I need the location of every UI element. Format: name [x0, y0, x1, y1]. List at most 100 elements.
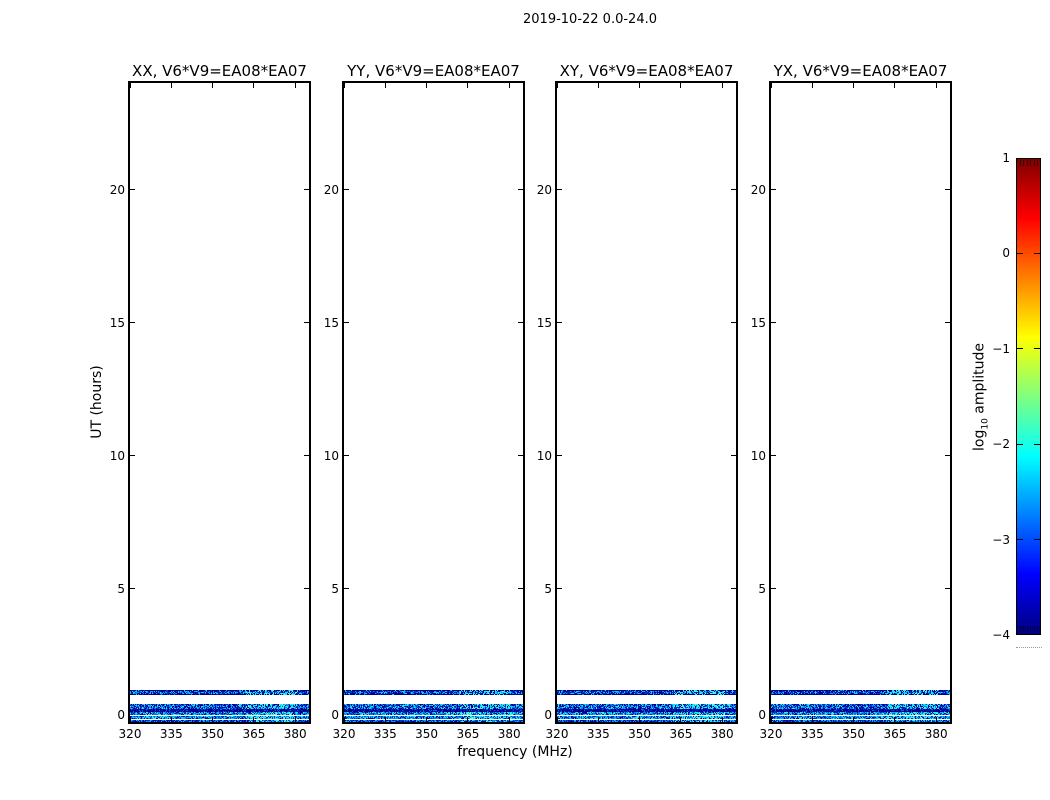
y-tick-mark-left: [771, 588, 776, 590]
x-tick-label: 335: [159, 727, 183, 741]
colorbar-tick-label: 1: [1002, 151, 1010, 165]
x-tick-mark-bottom: [639, 717, 641, 722]
heatmap-panel-yx: [769, 81, 952, 724]
x-tick-mark-bottom: [894, 717, 896, 722]
y-tick-mark-left: [771, 189, 776, 190]
x-tick-label: 380: [710, 727, 734, 741]
x-tick-label: 365: [883, 727, 907, 741]
y-tick-mark-left: [344, 189, 349, 190]
x-tick-mark-bottom: [935, 717, 937, 722]
x-tick-mark-bottom: [426, 717, 428, 722]
y-tick-mark-left: [557, 721, 562, 723]
y-tick-mark-right: [731, 322, 736, 324]
y-tick-label: 5: [117, 581, 125, 596]
x-tick-label: 365: [456, 727, 480, 741]
x-tick-mark-top: [597, 83, 599, 88]
x-tick-mark-top: [556, 83, 558, 88]
y-tick-label: 10: [536, 448, 552, 463]
colorbar-hatch: [1037, 626, 1038, 632]
y-tick-mark-right: [945, 455, 950, 457]
panel-title-xx: XX, V6*V9=EA08*EA07: [132, 62, 307, 80]
panel-title-xy: XY, V6*V9=EA08*EA07: [559, 62, 734, 80]
figure-title: 2019-10-22 0.0-24.0: [523, 12, 657, 27]
colorbar-tick-mark-left: [1017, 348, 1023, 350]
x-tick-mark-bottom: [170, 717, 172, 722]
y-tick-mark-left: [130, 455, 135, 457]
x-tick-label: 320: [545, 727, 569, 741]
x-tick-mark-bottom: [853, 717, 855, 722]
x-tick-mark-bottom: [556, 717, 558, 722]
colorbar-hatch: [1030, 626, 1032, 632]
spectrogram-canvas-yy: [344, 688, 523, 722]
x-tick-label: 350: [628, 727, 652, 741]
colorbar-tick-mark-left: [1017, 443, 1023, 445]
y-tick-label: 15: [109, 315, 125, 330]
y-tick-label: 20: [109, 182, 125, 197]
x-tick-label: 335: [586, 727, 610, 741]
colorbar-tick-label: −1: [992, 341, 1010, 356]
y-tick-label: 10: [323, 448, 339, 463]
y-tick-mark-left: [771, 322, 776, 324]
y-tick-mark-right: [518, 721, 523, 723]
y-tick-label: 20: [750, 182, 766, 197]
x-tick-label: 335: [800, 727, 824, 741]
y-tick-mark-right: [731, 189, 736, 190]
y-tick-mark-right: [304, 455, 309, 457]
x-tick-mark-top: [639, 83, 641, 88]
x-tick-label: 380: [924, 727, 948, 741]
heatmap-panel-xy: [555, 81, 738, 724]
y-tick-mark-right: [304, 721, 309, 723]
colorbar-hatch: [1023, 160, 1025, 166]
x-tick-mark-bottom: [770, 717, 772, 722]
x-tick-mark-top: [770, 83, 772, 88]
x-tick-mark-top: [343, 83, 345, 88]
colorbar-tick-label: 0: [1002, 246, 1010, 261]
x-tick-mark-top: [721, 83, 723, 88]
y-tick-mark-left: [344, 721, 349, 723]
x-tick-mark-bottom: [294, 717, 296, 722]
x-tick-mark-top: [253, 83, 255, 88]
x-tick-mark-bottom: [343, 717, 345, 722]
x-tick-mark-bottom: [597, 717, 599, 722]
y-tick-label: 15: [323, 315, 339, 330]
spectrogram-canvas-xx: [130, 688, 309, 722]
y-tick-label: 5: [544, 581, 552, 596]
y-tick-mark-right: [945, 588, 950, 590]
colorbar-hatch: [1030, 160, 1032, 166]
y-tick-mark-left: [130, 588, 135, 590]
x-tick-label: 320: [759, 727, 783, 741]
x-tick-label: 380: [497, 727, 521, 741]
y-tick-mark-right: [304, 189, 309, 190]
y-tick-label: 5: [758, 581, 766, 596]
y-tick-mark-left: [130, 721, 135, 723]
x-tick-mark-bottom: [212, 717, 214, 722]
spectrogram-canvas-xy: [557, 688, 736, 722]
y-tick-label: 20: [323, 182, 339, 197]
x-tick-mark-top: [680, 83, 682, 88]
y-tick-mark-right: [518, 588, 523, 590]
y-tick-label: 0: [544, 708, 552, 722]
colorbar-dotted-line: [1016, 647, 1042, 648]
x-tick-mark-top: [894, 83, 896, 88]
colorbar-hatch: [1026, 160, 1028, 166]
y-tick-mark-right: [304, 322, 309, 324]
y-tick-mark-left: [344, 455, 349, 457]
x-tick-mark-bottom: [467, 717, 469, 722]
x-tick-mark-bottom: [508, 717, 510, 722]
colorbar-hatch: [1020, 626, 1021, 632]
x-tick-mark-top: [294, 83, 296, 88]
colorbar-hatch: [1020, 160, 1021, 166]
y-tick-mark-left: [557, 588, 562, 590]
colorbar: [1016, 158, 1041, 635]
colorbar-hatch: [1026, 626, 1028, 632]
y-tick-mark-right: [518, 455, 523, 457]
y-tick-mark-left: [344, 322, 349, 324]
colorbar-tick-mark-left: [1017, 539, 1023, 541]
x-tick-mark-bottom: [811, 717, 813, 722]
x-tick-mark-top: [811, 83, 813, 88]
x-tick-label: 335: [373, 727, 397, 741]
x-tick-mark-bottom: [721, 717, 723, 722]
y-tick-mark-left: [344, 588, 349, 590]
colorbar-tick-mark-right: [1034, 539, 1040, 541]
y-tick-mark-right: [945, 721, 950, 723]
